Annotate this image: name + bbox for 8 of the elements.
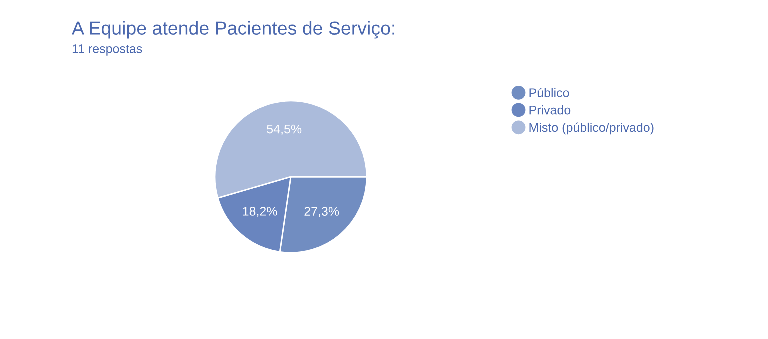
data-label: 27,3% <box>304 207 340 218</box>
legend-label: Público <box>530 88 570 98</box>
data-label: 18,2% <box>243 207 278 218</box>
chart-title: A Equipe atende Pacientes de Serviço: <box>72 21 394 39</box>
text: 11 respostas <box>72 44 142 56</box>
data-label: 54,5% <box>267 124 302 136</box>
legend-label: Privado <box>530 106 571 115</box>
legend-label: Misto (público/privado) <box>530 122 654 135</box>
